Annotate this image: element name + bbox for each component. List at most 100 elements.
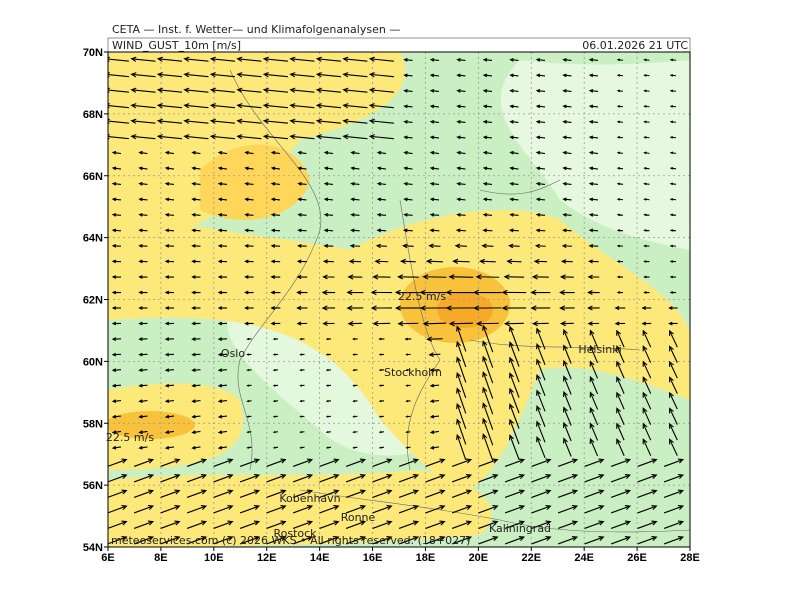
wind-arrow bbox=[262, 87, 288, 93]
wind-arrow bbox=[272, 446, 279, 449]
wind-arrow bbox=[297, 213, 307, 217]
wind-arrow bbox=[111, 197, 122, 202]
wind-arrow bbox=[345, 489, 367, 498]
wind-arrow bbox=[482, 371, 494, 399]
wind-arrow bbox=[456, 402, 467, 430]
wind-arrow bbox=[562, 135, 572, 140]
wind-arrow bbox=[160, 489, 181, 498]
wind-arrow bbox=[244, 306, 254, 310]
wind-arrow bbox=[156, 56, 182, 62]
wind-arrow bbox=[643, 291, 650, 294]
wind-arrow bbox=[478, 258, 496, 265]
wind-arrow bbox=[164, 399, 175, 404]
wind-arrow bbox=[562, 104, 572, 109]
wind-arrow bbox=[451, 505, 473, 514]
wind-arrow bbox=[299, 415, 305, 418]
wind-arrow bbox=[588, 135, 599, 140]
place-label: Ronne bbox=[341, 511, 376, 524]
lon-label: 16E bbox=[363, 552, 383, 564]
wind-arrow bbox=[456, 166, 466, 171]
wind-arrow bbox=[425, 520, 446, 529]
wind-arrow bbox=[429, 73, 440, 78]
wind-arrow bbox=[289, 87, 315, 93]
wind-arrow bbox=[246, 430, 252, 434]
wind-arrow bbox=[270, 228, 281, 233]
wind-arrow bbox=[588, 150, 599, 155]
wind-arrow bbox=[270, 181, 281, 186]
wind-arrow bbox=[482, 166, 493, 171]
wind-arrow bbox=[111, 166, 122, 171]
place-label: Oslo bbox=[221, 347, 245, 360]
wind-arrow bbox=[244, 321, 254, 326]
wind-arrow bbox=[643, 167, 650, 170]
wind-arrow bbox=[531, 489, 552, 498]
lon-label: 10E bbox=[204, 552, 224, 564]
wind-arrow bbox=[325, 399, 332, 403]
field-calm bbox=[500, 60, 690, 250]
wind-arrow bbox=[160, 536, 181, 545]
wind-arrow bbox=[270, 321, 281, 326]
wind-arrow bbox=[536, 389, 546, 412]
wind-arrow bbox=[669, 136, 677, 139]
wind-arrow bbox=[164, 197, 175, 202]
place-label: Helsinki bbox=[578, 343, 621, 356]
wind-arrow bbox=[319, 505, 340, 514]
wind-arrow bbox=[376, 228, 387, 233]
wind-arrow bbox=[589, 360, 599, 379]
place-label: Stockholm bbox=[384, 366, 442, 379]
wind-arrow bbox=[133, 520, 155, 529]
wind-arrow bbox=[669, 74, 677, 77]
wind-arrow bbox=[637, 520, 658, 529]
wind-arrow bbox=[319, 458, 340, 467]
wind-arrow bbox=[429, 88, 440, 93]
wind-arrow bbox=[133, 489, 155, 498]
wind-arrow bbox=[669, 182, 677, 186]
wind-arrow bbox=[669, 438, 678, 456]
wind-arrow bbox=[217, 445, 228, 450]
wind-arrow bbox=[482, 402, 494, 430]
wind-arrow bbox=[323, 243, 334, 248]
wind-arrow bbox=[374, 258, 389, 265]
wind-arrow bbox=[584, 489, 605, 498]
wind-arrow bbox=[610, 474, 632, 483]
wind-arrow bbox=[669, 120, 677, 124]
wind-arrow bbox=[266, 489, 287, 498]
wind-arrow bbox=[289, 72, 315, 78]
wind-arrow bbox=[482, 104, 493, 109]
wind-arrow bbox=[588, 88, 599, 93]
wind-arrow bbox=[559, 289, 575, 296]
wind-arrow bbox=[531, 458, 552, 467]
wind-arrow bbox=[160, 474, 181, 483]
wind-arrow bbox=[345, 474, 367, 483]
wind-arrow bbox=[289, 118, 315, 124]
graticule bbox=[108, 52, 690, 547]
lon-label: 20E bbox=[469, 552, 489, 564]
wind-arrow bbox=[562, 328, 572, 349]
wind-arrow bbox=[270, 305, 281, 311]
wind-arrow bbox=[642, 422, 652, 441]
place-label: Kaliningrad bbox=[489, 522, 551, 535]
wind-arrow bbox=[164, 181, 175, 186]
wind-arrow bbox=[111, 244, 122, 248]
wind-arrow bbox=[448, 274, 474, 280]
wind-arrow bbox=[398, 520, 420, 529]
wind-arrow bbox=[378, 368, 385, 372]
wind-arrow bbox=[108, 536, 128, 545]
wind-arrow bbox=[557, 536, 579, 545]
wind-arrow bbox=[191, 445, 201, 450]
wind-arrow bbox=[272, 430, 279, 434]
wind-arrow bbox=[191, 383, 201, 388]
wind-arrow bbox=[482, 433, 494, 461]
wind-arrow bbox=[296, 259, 307, 264]
wind-arrow bbox=[270, 259, 281, 264]
wind-arrow bbox=[663, 458, 685, 467]
wind-arrow bbox=[562, 421, 572, 442]
wind-arrow bbox=[584, 458, 605, 467]
wind-arrow bbox=[589, 391, 599, 410]
wind-arrow bbox=[217, 352, 228, 357]
wind-arrow bbox=[111, 352, 122, 357]
wind-arrow bbox=[643, 136, 650, 139]
wind-arrow bbox=[403, 57, 413, 62]
wind-arrow bbox=[164, 383, 175, 388]
